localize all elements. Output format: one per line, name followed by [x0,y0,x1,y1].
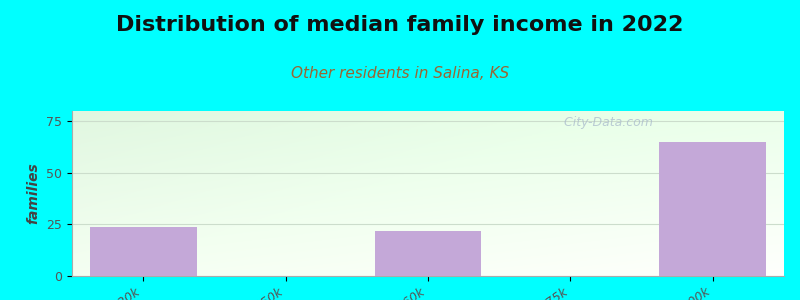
Bar [374,231,482,276]
Y-axis label: families: families [26,163,41,224]
Bar [90,226,197,276]
Text: Other residents in Salina, KS: Other residents in Salina, KS [291,66,509,81]
Text: Distribution of median family income in 2022: Distribution of median family income in … [116,15,684,35]
Text: City-Data.com: City-Data.com [556,116,653,129]
Bar [659,142,766,276]
